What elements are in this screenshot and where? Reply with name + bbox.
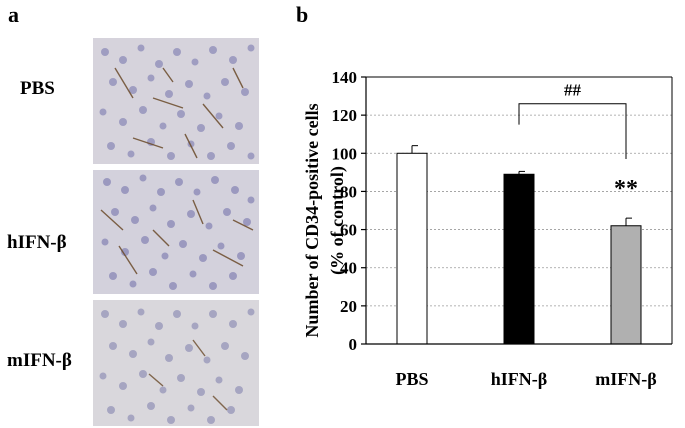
comparison-bracket (518, 103, 627, 160)
y-tick-label: 60 (340, 221, 357, 240)
panel-a-label: a (8, 2, 19, 27)
panel-b-label: b (296, 2, 309, 27)
y-tick-label: 140 (332, 68, 358, 87)
micrograph-pbs (93, 38, 259, 164)
y-tick-label: 40 (340, 259, 357, 278)
bar (396, 152, 428, 345)
y-axis-label-line1: Number of CD34-positive cells (302, 103, 322, 337)
comparison-label: ## (564, 81, 582, 100)
y-tick-label: 80 (340, 182, 357, 201)
y-axis-label-line2: (% of control) (327, 166, 348, 275)
micrograph-hifn (93, 170, 259, 294)
y-axis-label: Number of CD34-positive cells (% of cont… (302, 103, 348, 337)
y-tick-label: 20 (340, 297, 357, 316)
y-tick-label: 120 (332, 106, 358, 125)
y-tick-label: 100 (332, 144, 358, 163)
x-categories: PBS hIFN-β mIFN-β (395, 369, 656, 389)
x-category-label: mIFN-β (595, 369, 656, 389)
micrograph-mifn (93, 300, 259, 426)
row-label-hifn: hIFN-β (7, 232, 67, 253)
significance-label: ** (614, 176, 638, 202)
y-tick-label: 0 (349, 335, 358, 354)
x-category-label: PBS (395, 369, 428, 389)
x-category-label: hIFN-β (491, 369, 548, 389)
micrograph-mifn-image (93, 300, 259, 426)
axes (365, 76, 673, 345)
annotations: ## ** (518, 81, 638, 202)
micrograph-pbs-image (93, 38, 259, 164)
bar (610, 225, 642, 345)
micrograph-hifn-image (93, 170, 259, 294)
bar (503, 173, 535, 345)
error-bars (411, 145, 632, 226)
y-ticks: 0 20 40 60 80 100 120 140 (332, 68, 366, 354)
row-label-mifn: mIFN-β (7, 350, 72, 371)
bars (396, 152, 642, 345)
row-label-pbs: PBS (20, 78, 55, 99)
